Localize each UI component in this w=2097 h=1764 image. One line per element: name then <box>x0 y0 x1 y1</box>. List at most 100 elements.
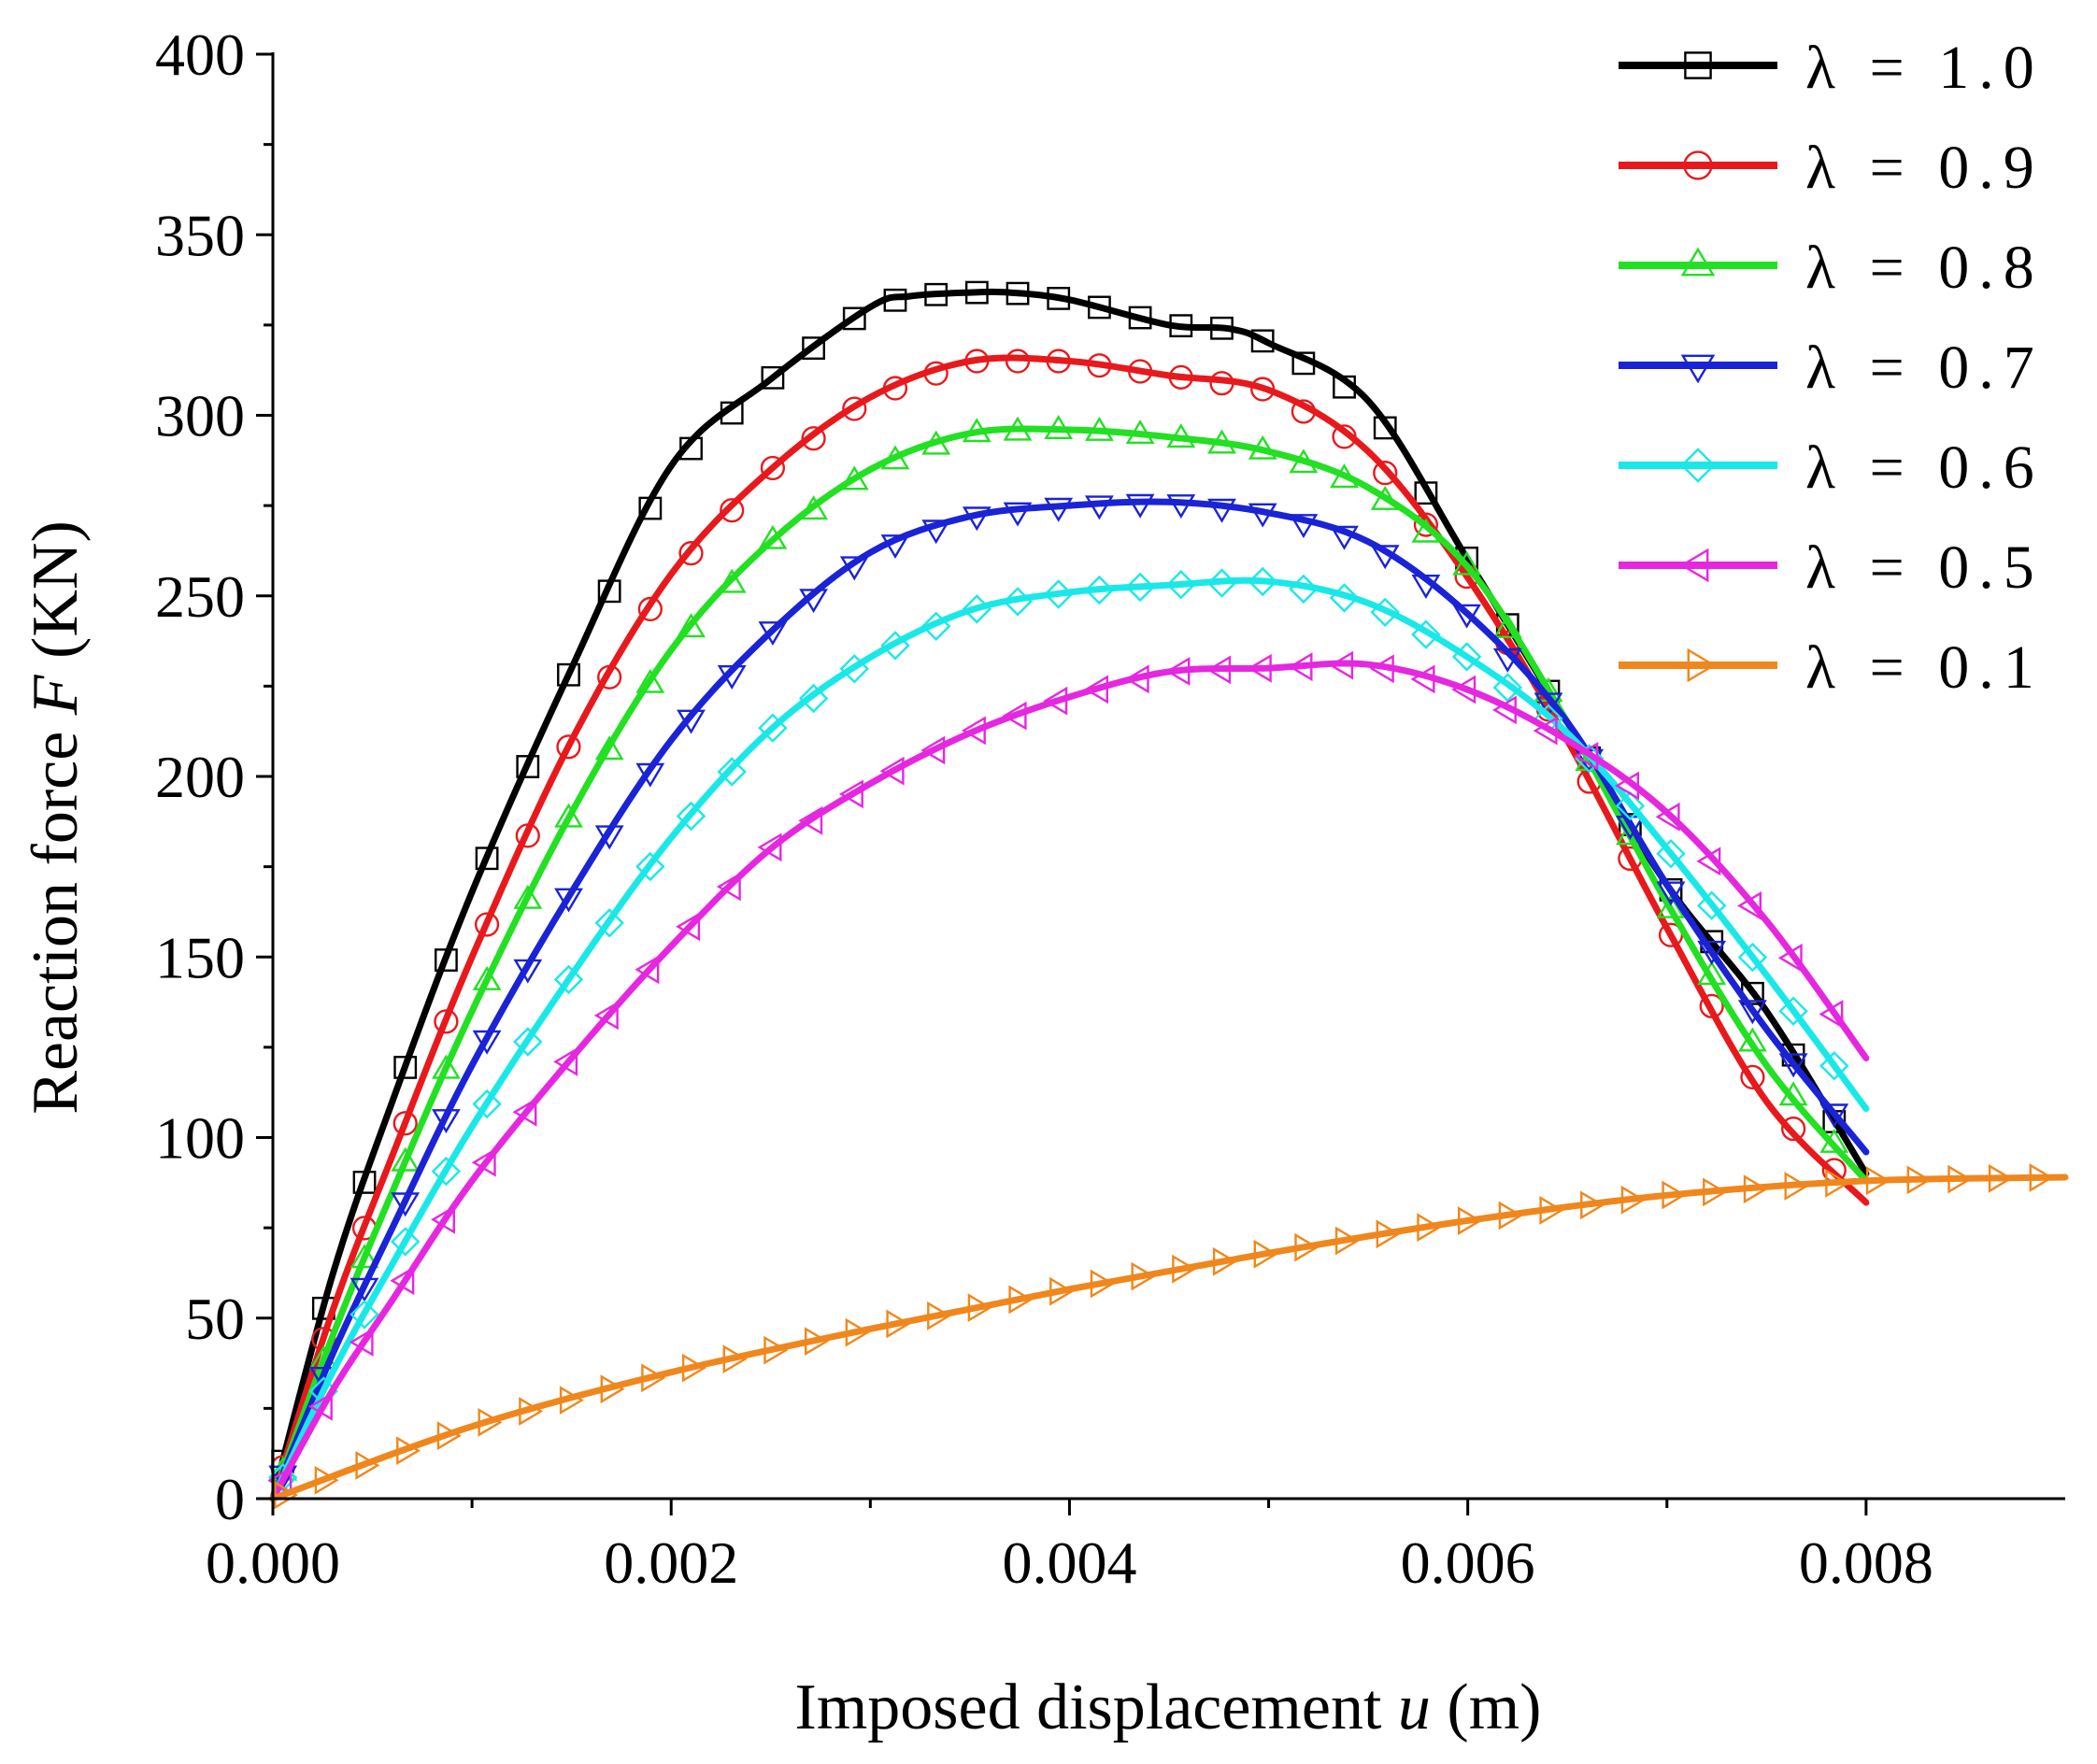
series-marker <box>1656 881 1686 906</box>
series-marker <box>838 779 863 809</box>
series-marker <box>1043 686 1068 716</box>
legend-label: λ = 0.1 <box>1805 633 2044 702</box>
series-marker <box>677 709 706 734</box>
series-marker <box>798 805 823 835</box>
series-marker <box>474 912 500 937</box>
series-marker <box>761 365 785 390</box>
legend-entry: λ = 0.6 <box>1619 434 2034 502</box>
series-marker <box>722 1344 748 1374</box>
series-marker <box>593 1001 619 1031</box>
x-tick-label: 0.004 <box>1002 1529 1136 1596</box>
series-marker <box>1008 1285 1034 1315</box>
series-marker <box>1087 353 1112 378</box>
series-marker <box>594 825 624 850</box>
series-marker <box>515 823 540 848</box>
series-marker <box>805 1327 829 1357</box>
series-marker <box>431 1204 455 1234</box>
series-marker <box>1492 673 1522 703</box>
series-marker <box>1125 572 1155 603</box>
series-marker <box>763 1335 789 1365</box>
series-marker <box>839 654 869 684</box>
series-marker <box>1417 1213 1442 1243</box>
series-marker <box>1330 463 1359 489</box>
series-marker <box>1414 481 1438 505</box>
series-marker <box>1247 653 1272 683</box>
series-marker <box>1740 1064 1765 1089</box>
series-marker <box>435 948 458 972</box>
series-marker <box>436 1421 462 1451</box>
axes-layer: 0 50 100 150 200 250 300 350 400 0.000 0.002 0.004 0… <box>155 21 2065 1596</box>
series-marker <box>1248 434 1277 460</box>
series-marker <box>967 1293 992 1323</box>
series-marker <box>678 541 704 566</box>
series-marker <box>1084 575 1115 605</box>
series-marker <box>1330 525 1359 550</box>
series-marker <box>880 445 910 470</box>
series-marker <box>1003 502 1033 527</box>
legend-marker <box>1683 150 1713 180</box>
series-marker <box>1288 652 1313 682</box>
legend-marker <box>1680 354 1716 384</box>
y-tick-label: 0 <box>215 1466 245 1532</box>
series-marker <box>679 436 703 461</box>
y-tick-label: 300 <box>155 383 245 449</box>
series-line <box>269 576 1870 1502</box>
series-marker <box>1781 1116 1806 1142</box>
y-tick-label: 250 <box>155 563 245 630</box>
y-axis-title-unit: (KN) <box>20 520 92 675</box>
series-marker <box>1988 1163 2013 1193</box>
series-marker <box>1168 364 1193 390</box>
series-marker <box>274 1480 299 1510</box>
series-marker <box>1049 1276 1075 1306</box>
series-marker <box>676 801 706 832</box>
series-marker <box>1250 329 1275 353</box>
series-marker <box>1737 1027 1767 1052</box>
legend: λ = 1.0 λ = 0.9 λ = 0.8 λ = 0.7 λ = 0.6 λ = 0… <box>1619 34 2044 702</box>
legend-marker <box>1679 548 1709 583</box>
series-marker <box>1778 996 1808 1026</box>
series-marker <box>880 631 910 661</box>
series-marker <box>1332 424 1357 449</box>
series-marker <box>883 288 907 312</box>
y-tick-label: 150 <box>155 924 245 990</box>
series-marker <box>519 1397 544 1426</box>
legend-entry: λ = 0.9 <box>1619 134 2034 202</box>
series-marker <box>350 1244 379 1269</box>
series-marker <box>1737 1000 1767 1025</box>
series-marker <box>391 1192 421 1217</box>
series-marker <box>431 1054 461 1079</box>
x-tick-label: 0.000 <box>206 1529 340 1596</box>
series-marker <box>1491 695 1517 725</box>
series-marker <box>1370 485 1400 510</box>
series-marker <box>1777 943 1803 973</box>
legend-marker <box>1684 51 1712 79</box>
series-marker <box>1370 597 1400 627</box>
series-marker <box>1865 1166 1890 1196</box>
series-marker <box>1819 1103 1849 1129</box>
series-marker <box>597 579 621 604</box>
series-marker <box>1574 741 1599 771</box>
series-marker <box>839 556 869 581</box>
series-marker <box>1778 1081 1808 1106</box>
series-marker <box>1248 566 1277 597</box>
series-marker <box>962 594 991 624</box>
series-marker <box>557 662 580 687</box>
series-marker <box>920 735 946 765</box>
series-marker <box>396 1436 421 1466</box>
series-marker <box>1006 281 1030 306</box>
series-marker <box>559 1386 584 1415</box>
series-marker <box>802 336 825 361</box>
series-marker <box>1084 495 1114 520</box>
series-marker <box>964 280 989 305</box>
series-marker <box>1090 1269 1115 1299</box>
series-marker <box>352 1171 377 1194</box>
series-marker <box>1127 359 1153 384</box>
series-marker <box>641 1363 666 1393</box>
y-tick-label: 200 <box>155 744 245 810</box>
series-marker <box>1207 498 1236 523</box>
series-marker <box>1615 771 1640 801</box>
series-marker <box>1452 604 1482 629</box>
series-marker <box>556 734 581 760</box>
series-5 <box>267 650 1870 1502</box>
